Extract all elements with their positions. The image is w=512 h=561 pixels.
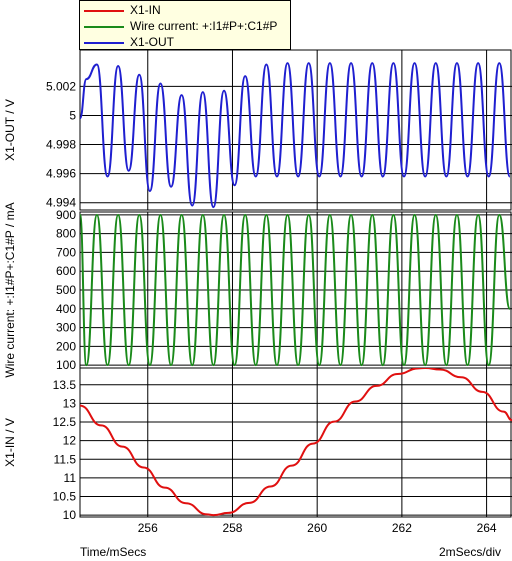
y-axis-label: X1-OUT / V: [3, 99, 17, 161]
y-tick-label: 13.5: [53, 378, 77, 392]
series-line-x1-in: [80, 368, 512, 517]
legend-swatch: [84, 26, 124, 28]
y-tick-label: 5.002: [46, 79, 76, 93]
legend-item-wire-current: Wire current: +:I1#P+:C1#P: [82, 18, 290, 34]
panel-x1-in: 10 10.5 11 11.5 12 12.5 13 13.5 256 258 260 262 264 X…: [3, 367, 512, 535]
y-tick-label: 13: [63, 396, 77, 410]
legend-label: X1-OUT: [130, 35, 175, 49]
x-tick-label: 260: [307, 521, 327, 535]
y-tick-label: 200: [56, 339, 76, 353]
legend-item-x1-in: X1-IN: [82, 2, 290, 18]
y-tick-label: 10: [63, 508, 77, 522]
y-tick-label: 11: [64, 471, 77, 485]
x-tick-label: 258: [222, 521, 242, 535]
plot-frame: [79, 49, 512, 211]
x-tick-label: 264: [477, 521, 497, 535]
panel-wire-current: 100 200 300 400 500 600 700 800 900 Wire current:…: [3, 202, 512, 378]
y-tick-label: 800: [56, 227, 76, 241]
plot-frame: [79, 367, 512, 518]
y-tick-label: 600: [56, 264, 76, 278]
y-tick-label: 300: [56, 321, 76, 335]
y-tick-label: 10.5: [53, 490, 77, 504]
panel-x1-out: 4.994 4.996 4.998 5 5.002 X1-OUT / V: [3, 49, 512, 211]
y-axis-label: Wire current: +:I1#P+:C1#P / mA: [3, 202, 17, 377]
x-tick-label: 262: [392, 521, 412, 535]
y-axis-label: X1-IN / V: [3, 418, 17, 467]
y-tick-label: 4.996: [46, 167, 76, 181]
legend: X1-IN Wire current: +:I1#P+:C1#P X1-OUT: [79, 0, 291, 50]
legend-label: Wire current: +:I1#P+:C1#P: [130, 19, 278, 33]
y-tick-label: 100: [56, 358, 76, 372]
y-tick-label: 4.994: [46, 196, 76, 210]
y-tick-label: 500: [56, 283, 76, 297]
y-tick-label: 900: [56, 208, 76, 222]
x-axis-title: Time/mSecs: [80, 545, 147, 559]
series-line-x1-out: [80, 62, 511, 209]
y-tick-label: 12: [63, 434, 77, 448]
y-tick-label: 400: [56, 302, 76, 316]
y-tick-label: 11.5: [54, 452, 77, 466]
x-scale-label: 2mSecs/div: [439, 545, 502, 559]
y-tick-label: 12.5: [53, 415, 77, 429]
legend-swatch: [84, 10, 124, 12]
series-line-wire-current: [80, 213, 511, 367]
legend-item-x1-out: X1-OUT: [82, 34, 290, 50]
y-tick-label: 5: [69, 108, 76, 122]
x-tick-label: 256: [138, 521, 158, 535]
legend-swatch: [84, 42, 124, 44]
legend-label: X1-IN: [130, 3, 161, 17]
y-tick-label: 4.998: [46, 138, 76, 152]
y-tick-label: 700: [56, 245, 76, 259]
